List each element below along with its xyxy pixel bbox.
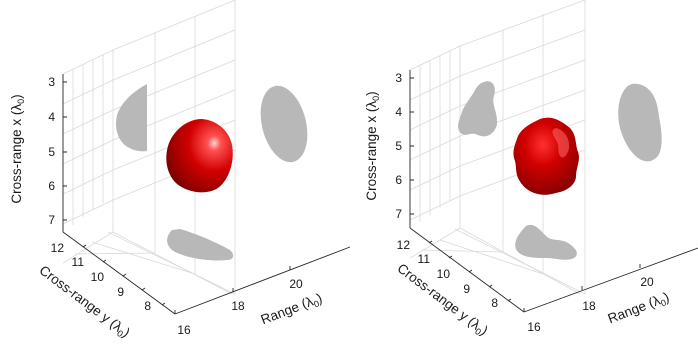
right-z-axis-label: Range (λ0) [606,289,672,328]
right-x-tick-label: 6 [395,173,402,187]
right-x-tick-label: 5 [395,139,402,153]
right-shadow-xz [618,83,662,162]
left-z-tick-label: 16 [177,323,191,337]
right-z-ticks: 16 18 20 [523,264,654,334]
right-y-tick-label: 8 [491,296,498,310]
left-x-axis-label: Cross-range x (λ0) [9,94,26,203]
right-shadow-xy [458,81,498,137]
left-x-ticks: 3 4 5 6 7 [48,75,67,227]
right-y-tick-label: 12 [397,238,411,252]
right-x-tick-label: 4 [395,105,402,119]
left-z-ticks: 16 18 20 [174,266,303,337]
left-x-tick-label: 7 [48,213,55,227]
right-blob-highlight [552,128,570,158]
left-object [166,119,233,193]
left-y-axis-label: Cross-range y (λ0) [35,263,133,342]
left-shadow-yz [167,229,234,261]
left-y-tick-label: 11 [72,255,85,269]
right-x-axis-label: Cross-range x (λ0) [364,91,381,200]
left-y-tick-label: 12 [51,241,65,255]
left-x-tick-label: 5 [48,145,55,159]
right-z-tick-label: 18 [582,299,596,313]
right-grid [409,0,586,295]
right-y-ticks: 12 11 10 9 8 [397,238,512,310]
left-grid [62,0,236,295]
right-x-ticks: 3 4 5 6 7 [395,71,414,221]
left-x-tick-label: 3 [48,75,55,89]
left-y-tick-label: 10 [91,270,105,284]
left-sphere [166,119,233,193]
left-panel: 3 4 5 6 7 12 11 10 9 8 16 18 20 Cross-ra… [9,0,351,342]
right-x-tick-label: 7 [395,207,402,221]
right-shadow-yz [515,224,577,260]
right-z-tick-label: 20 [640,275,654,289]
right-blob [513,117,579,195]
left-y-tick-label: 9 [117,285,124,299]
right-z-tick-label: 16 [527,320,541,334]
left-z-tick-label: 18 [231,299,245,313]
right-y-tick-label: 10 [437,267,451,281]
right-y-tick-label: 9 [463,282,470,296]
left-shadow-xy [116,84,147,152]
right-y-tick-label: 11 [418,252,431,266]
left-x-tick-label: 4 [48,110,55,124]
left-z-axis-label: Range (λ0) [259,290,325,329]
left-projections [116,84,308,261]
right-projections [458,81,662,260]
left-z-tick-label: 20 [289,277,303,291]
right-object [513,117,579,195]
left-shadow-xz [260,85,308,163]
right-panel: 3 4 5 6 7 12 11 10 9 8 16 18 20 Cross-ra… [364,0,698,340]
right-x-tick-label: 3 [395,71,402,85]
left-y-tick-label: 8 [144,299,151,313]
left-y-ticks: 12 11 10 9 8 [51,241,166,313]
left-x-tick-label: 6 [48,179,55,193]
